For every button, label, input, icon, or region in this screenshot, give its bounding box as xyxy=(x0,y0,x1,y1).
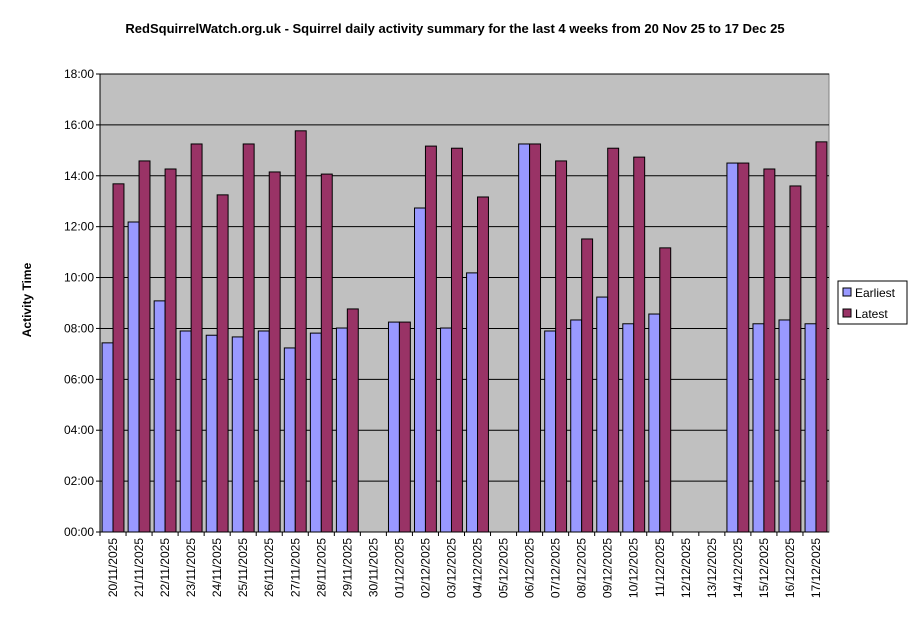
bar-latest xyxy=(112,183,125,533)
bar-earliest xyxy=(596,296,609,533)
legend-label-earliest: Earliest xyxy=(855,286,896,300)
bar-earliest xyxy=(518,143,531,533)
x-tick-label: 26/11/2025 xyxy=(262,538,276,597)
x-tick-label: 30/11/2025 xyxy=(366,538,380,597)
y-tick-label: 02:00 xyxy=(64,474,94,488)
y-tick-label: 18:00 xyxy=(64,67,94,81)
bar-earliest xyxy=(414,207,426,533)
legend-swatch-latest xyxy=(842,308,852,318)
x-tick-label: 01/12/2025 xyxy=(392,538,406,598)
x-tick-label: 27/11/2025 xyxy=(288,538,302,597)
y-tick-label: 08:00 xyxy=(64,321,94,335)
bar-earliest xyxy=(387,321,400,533)
x-tick-label: 04/12/2025 xyxy=(471,538,485,598)
bar-latest xyxy=(398,321,411,533)
bar-latest xyxy=(581,238,594,533)
bar-earliest xyxy=(778,319,791,533)
bar-latest xyxy=(659,247,672,533)
x-tick-label: 20/11/2025 xyxy=(106,538,120,597)
x-tick-label: 02/12/2025 xyxy=(418,538,432,598)
bar-earliest xyxy=(440,327,452,533)
y-tick-label: 06:00 xyxy=(64,372,94,386)
bar-earliest xyxy=(257,330,270,533)
bar-latest xyxy=(320,173,333,533)
bar-latest xyxy=(424,145,437,533)
x-tick-label: 17/12/2025 xyxy=(809,538,823,598)
bar-latest xyxy=(138,160,151,533)
bar-latest xyxy=(164,168,177,533)
x-tick-label: 11/12/2025 xyxy=(653,538,667,597)
bar-earliest xyxy=(648,313,661,533)
x-tick-label: 23/11/2025 xyxy=(184,538,198,597)
x-tick-label: 06/12/2025 xyxy=(523,538,537,598)
x-tick-label: 15/12/2025 xyxy=(757,538,771,598)
chart-title: RedSquirrelWatch.org.uk - Squirrel daily… xyxy=(125,21,784,36)
bar-earliest xyxy=(622,323,635,533)
x-tick-label: 12/12/2025 xyxy=(679,538,693,598)
x-tick-label: 07/12/2025 xyxy=(549,538,563,598)
x-tick-label: 03/12/2025 xyxy=(444,538,458,598)
bar-earliest xyxy=(570,319,583,533)
x-tick-label: 13/12/2025 xyxy=(705,538,719,598)
x-tick-label: 09/12/2025 xyxy=(601,538,615,598)
bar-latest xyxy=(294,130,307,533)
x-tick-label: 16/12/2025 xyxy=(783,538,797,598)
y-tick-label: 14:00 xyxy=(64,169,94,183)
y-tick-label: 00:00 xyxy=(64,525,94,539)
y-tick-label: 10:00 xyxy=(64,271,94,285)
bar-latest xyxy=(555,160,568,533)
x-tick-label: 24/11/2025 xyxy=(210,538,224,597)
legend-swatch-earliest xyxy=(842,287,852,297)
bar-latest xyxy=(607,147,620,533)
bar-latest xyxy=(242,143,255,533)
x-tick-label: 21/11/2025 xyxy=(132,538,146,597)
bar-latest xyxy=(763,168,776,533)
y-axis-label: Activity Time xyxy=(20,262,34,337)
bar-latest xyxy=(815,141,828,533)
bar-latest xyxy=(190,143,203,533)
bar-earliest xyxy=(544,330,557,533)
bar-latest xyxy=(346,308,359,533)
bar-latest xyxy=(737,162,750,533)
bar-earliest xyxy=(127,221,140,533)
x-tick-label: 22/11/2025 xyxy=(158,538,172,597)
bar-earliest xyxy=(804,323,817,533)
bar-latest xyxy=(450,147,463,533)
bar-earliest xyxy=(283,347,296,533)
bar-earliest xyxy=(335,327,348,533)
x-tick-label: 08/12/2025 xyxy=(575,538,589,598)
bar-latest xyxy=(529,143,542,533)
x-tick-label: 25/11/2025 xyxy=(236,538,250,597)
y-tick-label: 04:00 xyxy=(64,423,94,437)
bar-earliest xyxy=(153,300,166,533)
bar-latest xyxy=(789,185,802,533)
bar-earliest xyxy=(101,342,114,533)
bar-earliest xyxy=(205,334,218,533)
x-tick-label: 05/12/2025 xyxy=(497,538,511,598)
bar-latest xyxy=(268,171,281,533)
bar-earliest xyxy=(752,323,765,533)
x-tick-label: 29/11/2025 xyxy=(340,538,354,597)
x-tick-label: 14/12/2025 xyxy=(731,538,745,598)
bar-earliest xyxy=(466,272,479,533)
bar-earliest xyxy=(231,336,244,533)
bar-earliest xyxy=(726,162,739,533)
x-tick-label: 10/12/2025 xyxy=(627,538,641,598)
bar-earliest xyxy=(179,330,192,533)
bar-earliest xyxy=(309,332,322,533)
y-tick-label: 16:00 xyxy=(64,118,94,132)
bar-latest xyxy=(477,196,489,533)
bar-latest xyxy=(216,194,229,533)
legend-label-latest: Latest xyxy=(855,307,888,321)
bar-latest xyxy=(633,156,646,533)
x-tick-label: 28/11/2025 xyxy=(314,538,328,597)
legend: Earliest Latest xyxy=(837,280,908,325)
y-tick-label: 12:00 xyxy=(64,220,94,234)
